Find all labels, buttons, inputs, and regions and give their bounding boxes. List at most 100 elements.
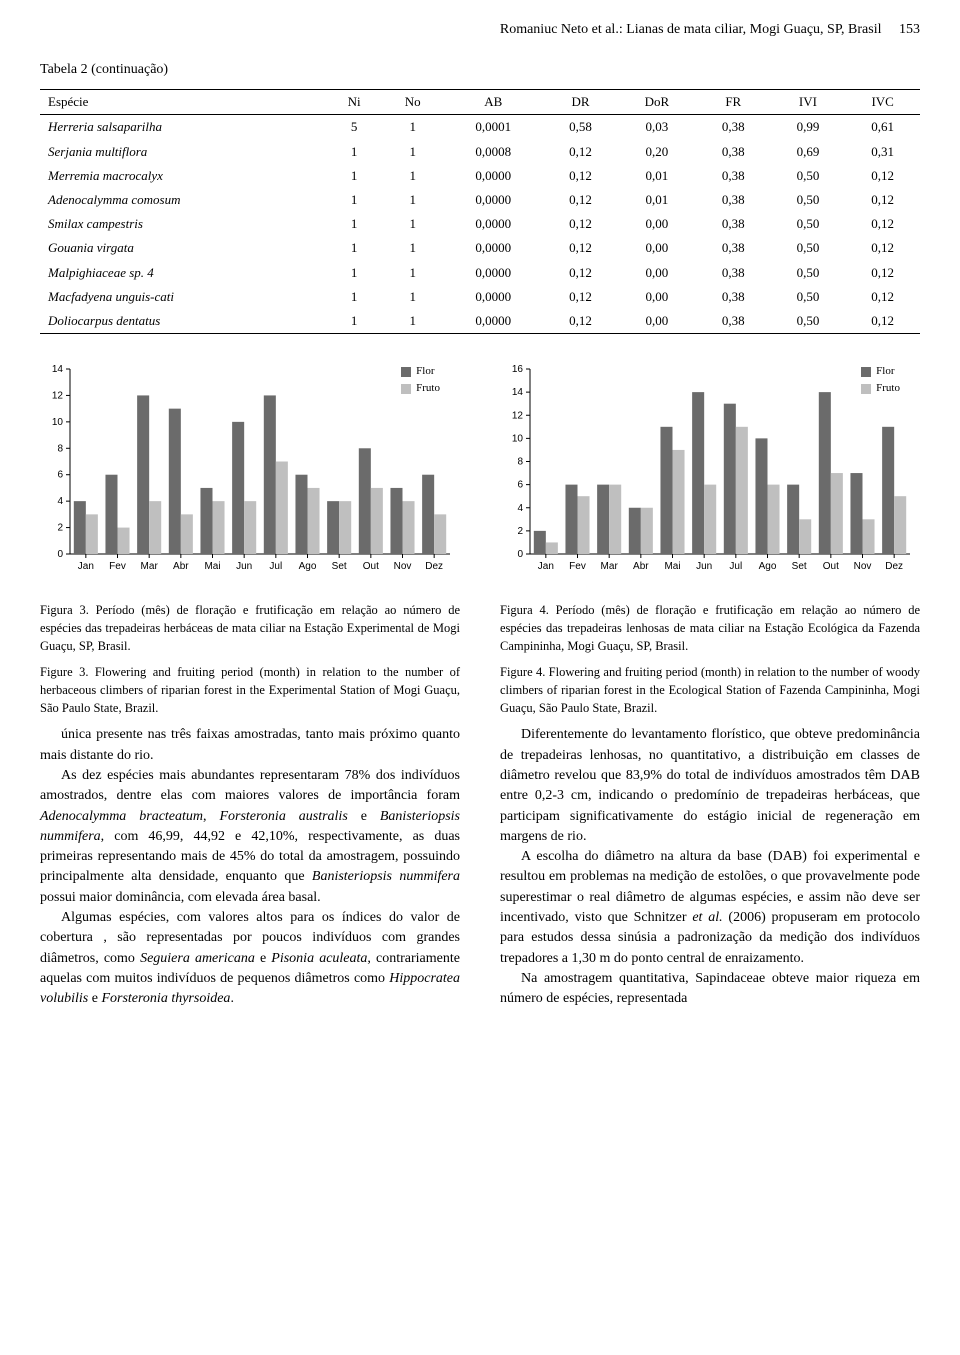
bar bbox=[894, 496, 906, 554]
bar bbox=[422, 475, 434, 554]
bar bbox=[137, 395, 149, 554]
svg-text:Jan: Jan bbox=[538, 561, 554, 572]
body-paragraph: única presente nas três faixas amostrada… bbox=[40, 725, 460, 766]
table-cell: 0,50 bbox=[771, 285, 846, 309]
svg-text:4: 4 bbox=[517, 503, 523, 514]
table-cell: 0,0000 bbox=[443, 212, 543, 236]
legend-flor-label: Flor bbox=[876, 364, 894, 379]
table-cell: 1 bbox=[382, 236, 443, 260]
svg-text:10: 10 bbox=[52, 417, 64, 428]
table-cell: Adenocalymma comosum bbox=[40, 188, 326, 212]
svg-text:Jul: Jul bbox=[269, 561, 282, 572]
table-header-cell: Ni bbox=[326, 90, 382, 115]
figure-4-chart: 0246810121416JanFevMarAbrMaiJunJulAgoSet… bbox=[500, 359, 920, 586]
bar bbox=[232, 422, 244, 554]
table-cell: 1 bbox=[382, 164, 443, 188]
table-cell: 0,01 bbox=[618, 164, 696, 188]
table-cell: Herreria salsaparilha bbox=[40, 115, 326, 140]
table-cell: 1 bbox=[326, 285, 382, 309]
legend-fruto: Fruto bbox=[401, 381, 440, 396]
svg-text:14: 14 bbox=[52, 364, 64, 375]
table-cell: 0,0000 bbox=[443, 261, 543, 285]
table-cell: 0,38 bbox=[696, 212, 771, 236]
svg-text:Out: Out bbox=[363, 561, 379, 572]
table-cell: 0,61 bbox=[845, 115, 920, 140]
table-cell: 1 bbox=[326, 261, 382, 285]
table-cell: 0,38 bbox=[696, 261, 771, 285]
table-cell: 0,38 bbox=[696, 115, 771, 140]
svg-text:14: 14 bbox=[512, 387, 524, 398]
table-header-cell: AB bbox=[443, 90, 543, 115]
svg-text:0: 0 bbox=[517, 549, 523, 560]
table-cell: 0,00 bbox=[618, 236, 696, 260]
table-cell: 1 bbox=[326, 164, 382, 188]
svg-text:Jan: Jan bbox=[78, 561, 94, 572]
table-cell: Malpighiaceae sp. 4 bbox=[40, 261, 326, 285]
table-cell: 0,03 bbox=[618, 115, 696, 140]
table-cell: 1 bbox=[382, 188, 443, 212]
table-cell: 1 bbox=[326, 188, 382, 212]
svg-text:Fev: Fev bbox=[569, 561, 586, 572]
table-cell: 0,69 bbox=[771, 140, 846, 164]
bar bbox=[609, 485, 621, 554]
table-cell: 0,12 bbox=[845, 188, 920, 212]
table-cell: 1 bbox=[326, 140, 382, 164]
svg-text:Mar: Mar bbox=[141, 561, 159, 572]
svg-text:4: 4 bbox=[57, 496, 63, 507]
bar bbox=[882, 427, 894, 554]
table-cell: 0,50 bbox=[771, 188, 846, 212]
bar bbox=[181, 514, 193, 554]
bar bbox=[692, 392, 704, 554]
table-cell: 0,38 bbox=[696, 164, 771, 188]
running-head-text: Romaniuc Neto et al.: Lianas de mata cil… bbox=[500, 22, 882, 37]
figure-3-caption-en: Figure 3. Flowering and fruiting period … bbox=[40, 663, 460, 717]
table-row: Serjania multiflora110,00080,120,200,380… bbox=[40, 140, 920, 164]
figure-3-caption-pt: Figura 3. Período (mês) de floração e fr… bbox=[40, 601, 460, 655]
table-cell: 0,12 bbox=[543, 261, 618, 285]
table-cell: 0,0000 bbox=[443, 285, 543, 309]
figure-3-legend: Flor Fruto bbox=[401, 364, 440, 399]
table-cell: 0,12 bbox=[543, 212, 618, 236]
svg-text:Set: Set bbox=[792, 561, 807, 572]
svg-text:2: 2 bbox=[517, 526, 523, 537]
svg-text:Mar: Mar bbox=[601, 561, 619, 572]
table-header-cell: IVC bbox=[845, 90, 920, 115]
bar bbox=[264, 395, 276, 554]
legend-flor: Flor bbox=[401, 364, 440, 379]
table-row: Macfadyena unguis-cati110,00000,120,000,… bbox=[40, 285, 920, 309]
svg-text:Out: Out bbox=[823, 561, 839, 572]
fruto-swatch-icon bbox=[401, 384, 411, 394]
table-cell: 0,01 bbox=[618, 188, 696, 212]
body-paragraph: Algumas espécies, com valores altos para… bbox=[40, 908, 460, 1009]
bar bbox=[768, 485, 780, 554]
bar bbox=[359, 448, 371, 554]
table-cell: 0,20 bbox=[618, 140, 696, 164]
table-cell: 0,12 bbox=[845, 285, 920, 309]
table-cell: 0,12 bbox=[845, 309, 920, 334]
bar bbox=[850, 473, 862, 554]
bar bbox=[276, 462, 288, 555]
table-cell: 0,38 bbox=[696, 140, 771, 164]
table-cell: 0,0008 bbox=[443, 140, 543, 164]
bar bbox=[339, 501, 351, 554]
figure-4-caption-pt: Figura 4. Período (mês) de floração e fr… bbox=[500, 601, 920, 655]
bar bbox=[371, 488, 383, 554]
table-cell: Serjania multiflora bbox=[40, 140, 326, 164]
table-cell: 0,12 bbox=[845, 164, 920, 188]
charts-row: 02468101214JanFevMarAbrMaiJunJulAgoSetOu… bbox=[40, 359, 920, 586]
table-cell: 0,50 bbox=[771, 236, 846, 260]
table-cell: Doliocarpus dentatus bbox=[40, 309, 326, 334]
table-cell: 1 bbox=[382, 285, 443, 309]
svg-text:Mai: Mai bbox=[664, 561, 680, 572]
bar bbox=[673, 450, 685, 554]
body-paragraph: As dez espécies mais abundantes represen… bbox=[40, 766, 460, 908]
svg-text:Fev: Fev bbox=[109, 561, 126, 572]
body-columns: Figura 3. Período (mês) de floração e fr… bbox=[40, 601, 920, 1010]
svg-text:Set: Set bbox=[332, 561, 347, 572]
svg-text:Dez: Dez bbox=[425, 561, 443, 572]
bar bbox=[736, 427, 748, 554]
bar bbox=[819, 392, 831, 554]
figure-3-chart: 02468101214JanFevMarAbrMaiJunJulAgoSetOu… bbox=[40, 359, 460, 586]
table-cell: 0,38 bbox=[696, 309, 771, 334]
svg-text:Abr: Abr bbox=[633, 561, 649, 572]
